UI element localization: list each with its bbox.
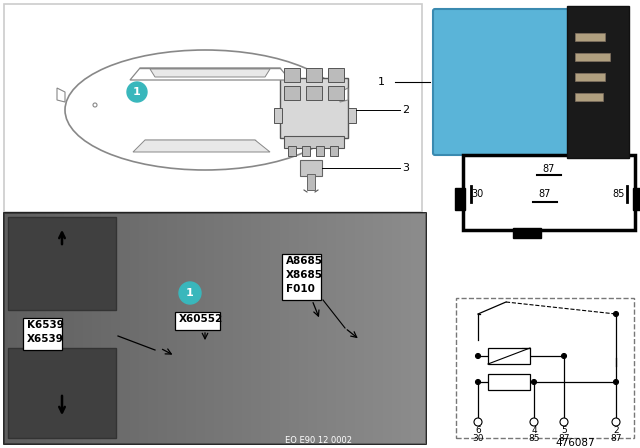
- Bar: [463, 155, 635, 230]
- Bar: [306, 86, 322, 100]
- Bar: [330, 146, 338, 156]
- Polygon shape: [133, 140, 270, 152]
- Text: K6539: K6539: [27, 320, 64, 330]
- Text: X6539: X6539: [27, 334, 64, 344]
- Text: 1: 1: [378, 77, 385, 87]
- Bar: [328, 68, 344, 82]
- Bar: [280, 78, 348, 138]
- Text: 476087: 476087: [555, 438, 595, 448]
- Circle shape: [614, 379, 618, 384]
- Text: 85: 85: [528, 434, 540, 443]
- Bar: [306, 68, 322, 82]
- Text: 30: 30: [471, 189, 483, 199]
- Circle shape: [531, 379, 536, 384]
- Polygon shape: [130, 68, 290, 80]
- Text: 2: 2: [402, 105, 409, 115]
- Circle shape: [127, 82, 147, 102]
- Circle shape: [560, 418, 568, 426]
- Bar: [175, 312, 220, 330]
- Bar: [488, 374, 530, 390]
- Bar: [4, 4, 422, 212]
- Text: X60552: X60552: [179, 314, 223, 324]
- Circle shape: [476, 379, 481, 384]
- Bar: [288, 146, 296, 156]
- Text: A8685: A8685: [286, 256, 323, 266]
- Bar: [274, 108, 282, 123]
- Text: 87: 87: [543, 164, 555, 174]
- Bar: [488, 348, 530, 364]
- Bar: [348, 108, 356, 123]
- Text: 5: 5: [561, 426, 567, 435]
- Bar: [8, 217, 116, 310]
- Circle shape: [179, 282, 201, 304]
- Polygon shape: [57, 88, 65, 102]
- Bar: [300, 160, 322, 176]
- Circle shape: [561, 353, 566, 358]
- Text: 3: 3: [402, 163, 409, 173]
- Text: X8685: X8685: [286, 270, 323, 280]
- Bar: [284, 86, 300, 100]
- FancyBboxPatch shape: [433, 9, 574, 155]
- Bar: [513, 228, 541, 238]
- Ellipse shape: [65, 50, 345, 170]
- Polygon shape: [150, 69, 270, 77]
- Circle shape: [476, 353, 481, 358]
- Circle shape: [614, 311, 618, 316]
- Text: 1: 1: [186, 288, 194, 298]
- Bar: [575, 93, 603, 101]
- Bar: [284, 68, 300, 82]
- Polygon shape: [340, 88, 348, 102]
- Bar: [456, 298, 634, 438]
- Bar: [316, 146, 324, 156]
- Text: 1: 1: [133, 87, 141, 97]
- Circle shape: [612, 418, 620, 426]
- Text: F010: F010: [286, 284, 315, 294]
- Bar: [455, 188, 465, 210]
- Bar: [23, 318, 62, 350]
- Circle shape: [474, 418, 482, 426]
- Text: 87: 87: [611, 434, 621, 443]
- Text: 85: 85: [613, 189, 625, 199]
- Bar: [575, 53, 610, 61]
- Bar: [282, 254, 321, 300]
- Bar: [4, 213, 426, 444]
- Text: 87: 87: [539, 189, 551, 199]
- Bar: [8, 348, 116, 438]
- Circle shape: [530, 418, 538, 426]
- Bar: [284, 136, 344, 148]
- Text: 30: 30: [472, 434, 484, 443]
- Bar: [307, 174, 315, 190]
- Bar: [575, 33, 605, 41]
- Text: EO E90 12 0002: EO E90 12 0002: [285, 435, 352, 444]
- Bar: [633, 188, 640, 210]
- Bar: [567, 6, 629, 158]
- Text: 2: 2: [613, 426, 619, 435]
- Bar: [302, 146, 310, 156]
- Bar: [328, 86, 344, 100]
- Text: 6: 6: [475, 426, 481, 435]
- Bar: [575, 73, 605, 81]
- Text: 87: 87: [558, 434, 570, 443]
- Text: 4: 4: [531, 426, 537, 435]
